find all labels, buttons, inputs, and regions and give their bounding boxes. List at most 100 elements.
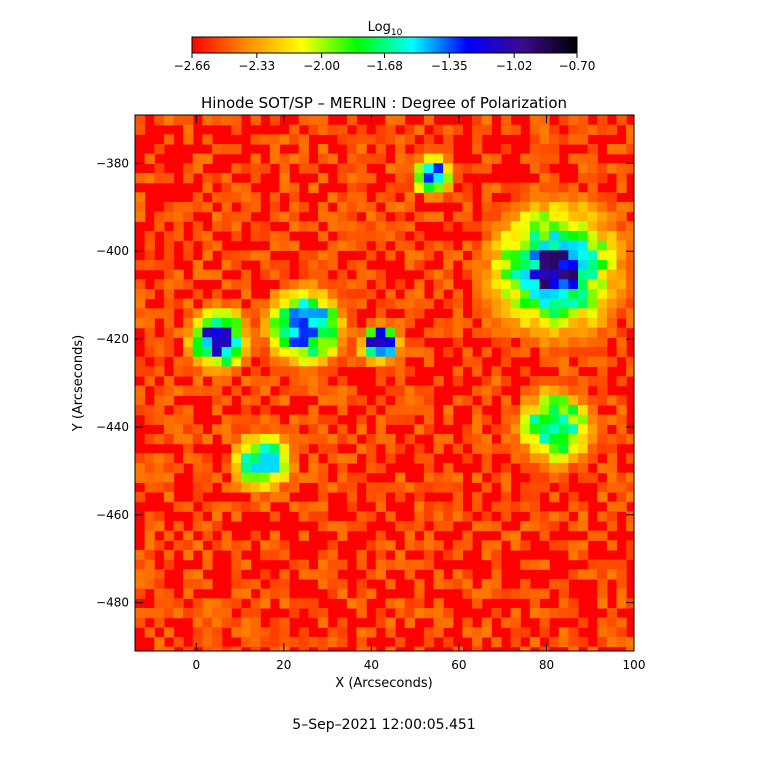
heatmap-cell xyxy=(366,627,377,638)
heatmap-cell xyxy=(385,646,396,651)
heatmap-cell xyxy=(597,124,608,135)
heatmap-cell xyxy=(626,491,634,503)
heatmap-cell xyxy=(375,607,386,619)
y-tick-label: −460 xyxy=(96,508,129,522)
heatmap-cell xyxy=(375,482,386,493)
heatmap-cell xyxy=(183,327,194,338)
heatmap-cell xyxy=(279,395,290,406)
heatmap-cell xyxy=(404,366,415,377)
heatmap-cell xyxy=(173,385,184,396)
heatmap-cell xyxy=(298,366,309,377)
heatmap-cell xyxy=(327,124,338,135)
heatmap-cell xyxy=(366,327,377,338)
heatmap-cell xyxy=(289,501,300,512)
heatmap-cell xyxy=(549,317,560,329)
heatmap-cell xyxy=(443,462,454,474)
heatmap-cell xyxy=(279,588,290,599)
heatmap-cell xyxy=(250,134,261,145)
heatmap-cell xyxy=(212,366,223,377)
heatmap-cell xyxy=(183,501,194,512)
heatmap-cell xyxy=(279,346,290,358)
heatmap-cell xyxy=(385,559,396,570)
heatmap-cell xyxy=(356,346,367,358)
heatmap-cell xyxy=(308,598,319,609)
heatmap-cell xyxy=(568,453,579,464)
heatmap-cell xyxy=(173,366,184,377)
heatmap-cell xyxy=(202,482,213,493)
x-tick-label: 80 xyxy=(539,658,554,672)
heatmap-cell xyxy=(308,462,319,474)
heatmap-cell xyxy=(587,240,598,251)
heatmap-cell xyxy=(587,559,598,570)
heatmap-cell xyxy=(539,240,550,251)
heatmap-cell xyxy=(183,404,194,416)
heatmap-cell xyxy=(568,549,579,561)
heatmap-cell xyxy=(462,530,473,541)
heatmap-cell xyxy=(240,404,252,416)
heatmap-cell xyxy=(385,346,396,358)
heatmap-cell xyxy=(539,453,550,464)
heatmap-cell xyxy=(587,279,598,290)
heatmap-cell xyxy=(221,617,232,628)
heatmap-cell xyxy=(231,115,242,126)
heatmap-cell xyxy=(183,414,194,425)
heatmap-cell xyxy=(462,192,473,203)
heatmap-cell xyxy=(240,269,252,280)
heatmap-cell xyxy=(529,259,541,271)
heatmap-cell xyxy=(250,646,261,651)
heatmap-cell xyxy=(606,501,618,512)
heatmap-cell xyxy=(346,520,358,532)
heatmap-cell xyxy=(192,163,204,174)
heatmap-cell xyxy=(597,269,608,280)
heatmap-cell xyxy=(472,404,483,416)
heatmap-cell xyxy=(337,327,348,338)
heatmap-cell xyxy=(163,598,175,609)
heatmap-cell xyxy=(423,240,435,251)
heatmap-cell xyxy=(433,317,444,329)
heatmap-cell xyxy=(549,578,560,590)
heatmap-cell xyxy=(135,366,146,377)
heatmap-cell xyxy=(192,540,204,551)
heatmap-cell xyxy=(144,240,155,251)
heatmap-cell xyxy=(616,588,627,599)
heatmap-cell xyxy=(260,414,271,425)
heatmap-cell xyxy=(163,472,175,483)
heatmap-cell xyxy=(606,443,618,454)
heatmap-cell xyxy=(395,230,406,242)
heatmap-cell xyxy=(395,607,406,619)
heatmap-cell xyxy=(606,288,618,300)
heatmap-cell xyxy=(308,337,319,348)
heatmap-cell xyxy=(240,250,252,261)
heatmap-cell xyxy=(375,327,386,338)
heatmap-cell xyxy=(558,221,569,232)
heatmap-cell xyxy=(549,259,560,271)
heatmap-cell xyxy=(452,375,464,387)
heatmap-cell xyxy=(404,433,415,445)
heatmap-cell xyxy=(183,443,194,454)
heatmap-cell xyxy=(433,472,444,483)
heatmap-cell xyxy=(472,588,483,599)
heatmap-cell xyxy=(317,482,329,493)
heatmap-cell xyxy=(529,588,541,599)
heatmap-cell xyxy=(327,414,338,425)
heatmap-cell xyxy=(317,153,329,164)
heatmap-cell xyxy=(395,559,406,570)
heatmap-cell xyxy=(491,578,502,590)
heatmap-cell xyxy=(173,540,184,551)
heatmap-cell xyxy=(317,143,329,155)
heatmap-cell xyxy=(154,366,165,377)
heatmap-cell xyxy=(395,279,406,290)
heatmap-cell xyxy=(317,607,329,619)
heatmap-cell xyxy=(568,115,579,126)
heatmap-cell xyxy=(144,540,155,551)
heatmap-cell xyxy=(577,250,589,261)
heatmap-cell xyxy=(327,327,338,338)
heatmap-cell xyxy=(298,346,309,358)
heatmap-cell xyxy=(404,617,415,628)
heatmap-cell xyxy=(597,598,608,609)
heatmap-cell xyxy=(616,172,627,184)
heatmap-cell xyxy=(144,337,155,348)
heatmap-cell xyxy=(135,211,146,222)
heatmap-cell xyxy=(144,472,155,483)
heatmap-cell xyxy=(260,443,271,454)
